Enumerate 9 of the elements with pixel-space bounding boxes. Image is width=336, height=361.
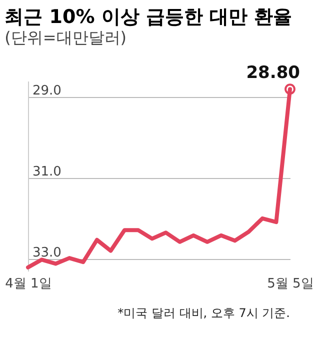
chart-title: 최근 10% 이상 급등한 대만 환율 [4, 6, 292, 28]
y-tick-label: 33.0 [32, 245, 62, 260]
y-tick-label: 29.0 [32, 84, 62, 99]
y-tick-label: 31.0 [32, 164, 62, 180]
x-tick-label: 5월 5일 [267, 276, 314, 292]
text: *미국 달러 대비, 오후 7시 기준. [118, 306, 290, 320]
x-tick-label: 4월 1일 [5, 276, 52, 292]
chart-subtitle: (단위=대만달러) [4, 28, 127, 48]
data-label: 28.80 [246, 63, 300, 84]
